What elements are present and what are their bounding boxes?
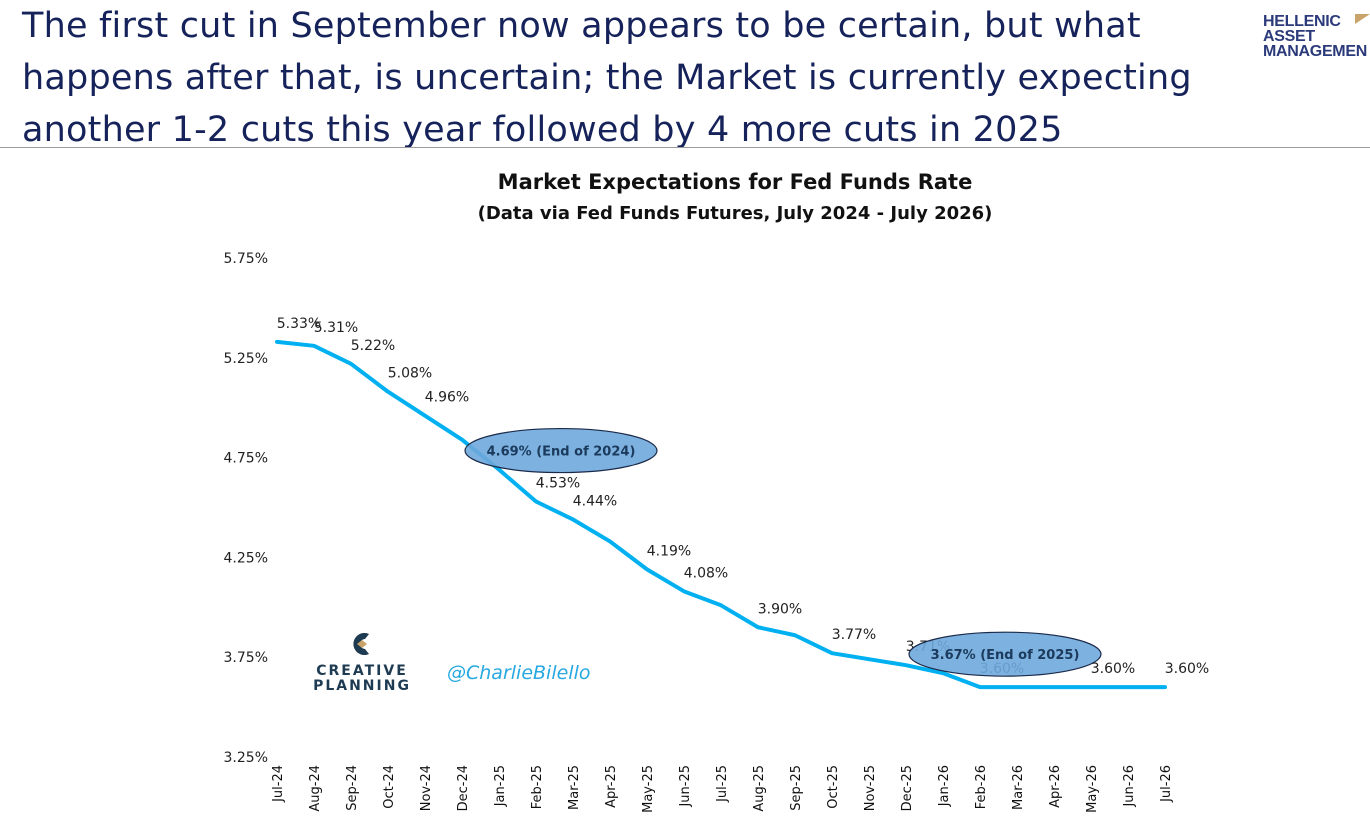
- y-tick-label: 4.25%: [224, 550, 268, 566]
- y-tick-label: 3.25%: [224, 750, 268, 766]
- x-tick-label: Sep-25: [789, 765, 804, 811]
- x-tick-label: Dec-24: [456, 765, 471, 811]
- y-tick-label: 3.75%: [224, 650, 268, 666]
- annotation-ellipse: [464, 427, 658, 474]
- annotation-label: 3.67% (End of 2025): [931, 648, 1080, 663]
- y-tick-label: 5.75%: [224, 251, 268, 267]
- x-tick-label: Oct-25: [826, 765, 841, 809]
- headline-line: another 1-2 cuts this year followed by 4…: [22, 110, 1063, 150]
- x-tick-label: May-25: [641, 765, 656, 813]
- chart-subtitle: (Data via Fed Funds Futures, July 2024 -…: [477, 203, 993, 224]
- header-divider: [0, 147, 1370, 148]
- data-label: 5.08%: [388, 366, 432, 382]
- data-label: 3.60%: [1091, 661, 1135, 677]
- x-tick-label: Dec-25: [900, 765, 915, 811]
- chart-title: Market Expectations for Fed Funds Rate: [497, 170, 973, 194]
- headline-line: happens after that, is uncertain; the Ma…: [22, 58, 1192, 98]
- x-tick-label: Jul-24: [271, 765, 286, 803]
- y-tick-label: 4.75%: [224, 451, 268, 467]
- brand-line: ASSET: [1263, 28, 1315, 45]
- data-label: 3.90%: [758, 601, 802, 617]
- data-label: 5.33%: [277, 316, 321, 332]
- x-tick-label: Jun-26: [1122, 765, 1137, 808]
- x-tick-label: Feb-26: [974, 765, 989, 809]
- x-tick-label: Jan-26: [937, 765, 952, 807]
- x-tick-label: Apr-26: [1048, 765, 1063, 808]
- x-tick-label: Jul-25: [715, 765, 730, 803]
- data-label: 4.53%: [536, 476, 580, 492]
- logo-line: CREATIVE: [316, 663, 408, 679]
- brand-line: HELLENIC: [1263, 13, 1341, 30]
- x-tick-label: Jun-25: [678, 765, 693, 808]
- x-tick-label: Jul-26: [1159, 765, 1174, 803]
- headline-line: The first cut in September now appears t…: [22, 6, 1141, 46]
- x-tick-label: Oct-24: [382, 765, 397, 809]
- data-label: 4.08%: [684, 565, 728, 581]
- slide-headline: The first cut in September now appears t…: [22, 0, 1242, 156]
- creative-planning-mark-icon: [353, 633, 369, 655]
- brand-line: MANAGEMEN: [1263, 43, 1367, 60]
- creative-planning-logo: CREATIVE PLANNING: [306, 630, 418, 694]
- x-tick-label: May-26: [1085, 765, 1100, 813]
- x-tick-label: Apr-25: [604, 765, 619, 808]
- annotation-ellipse: [908, 631, 1102, 677]
- x-tick-label: Nov-25: [863, 765, 878, 811]
- y-tick-label: 5.25%: [224, 351, 268, 367]
- hellenic-asset-management-logo: HELLENIC ASSET MANAGEMEN: [1263, 13, 1367, 60]
- data-label: 4.96%: [425, 390, 469, 406]
- x-tick-label: Jan-25: [493, 765, 508, 807]
- x-tick-label: Feb-25: [530, 765, 545, 809]
- data-label: 3.60%: [1165, 661, 1209, 677]
- logo-line: PLANNING: [313, 678, 411, 694]
- x-tick-label: Sep-24: [345, 765, 360, 811]
- x-tick-label: Nov-24: [419, 765, 434, 811]
- x-tick-label: Aug-24: [308, 765, 323, 812]
- x-tick-label: Mar-25: [567, 765, 582, 810]
- data-label: 4.19%: [647, 543, 691, 559]
- twitter-handle: @CharlieBilello: [447, 662, 591, 684]
- brand-mark-icon: [1355, 14, 1370, 24]
- data-label: 4.44%: [573, 493, 617, 509]
- data-label: 3.77%: [832, 627, 876, 643]
- x-tick-label: Aug-25: [752, 765, 767, 812]
- annotation-label: 4.69% (End of 2024): [487, 445, 636, 460]
- x-tick-label: Mar-26: [1011, 765, 1026, 810]
- data-label: 5.31%: [314, 320, 358, 336]
- data-label: 5.22%: [351, 338, 395, 354]
